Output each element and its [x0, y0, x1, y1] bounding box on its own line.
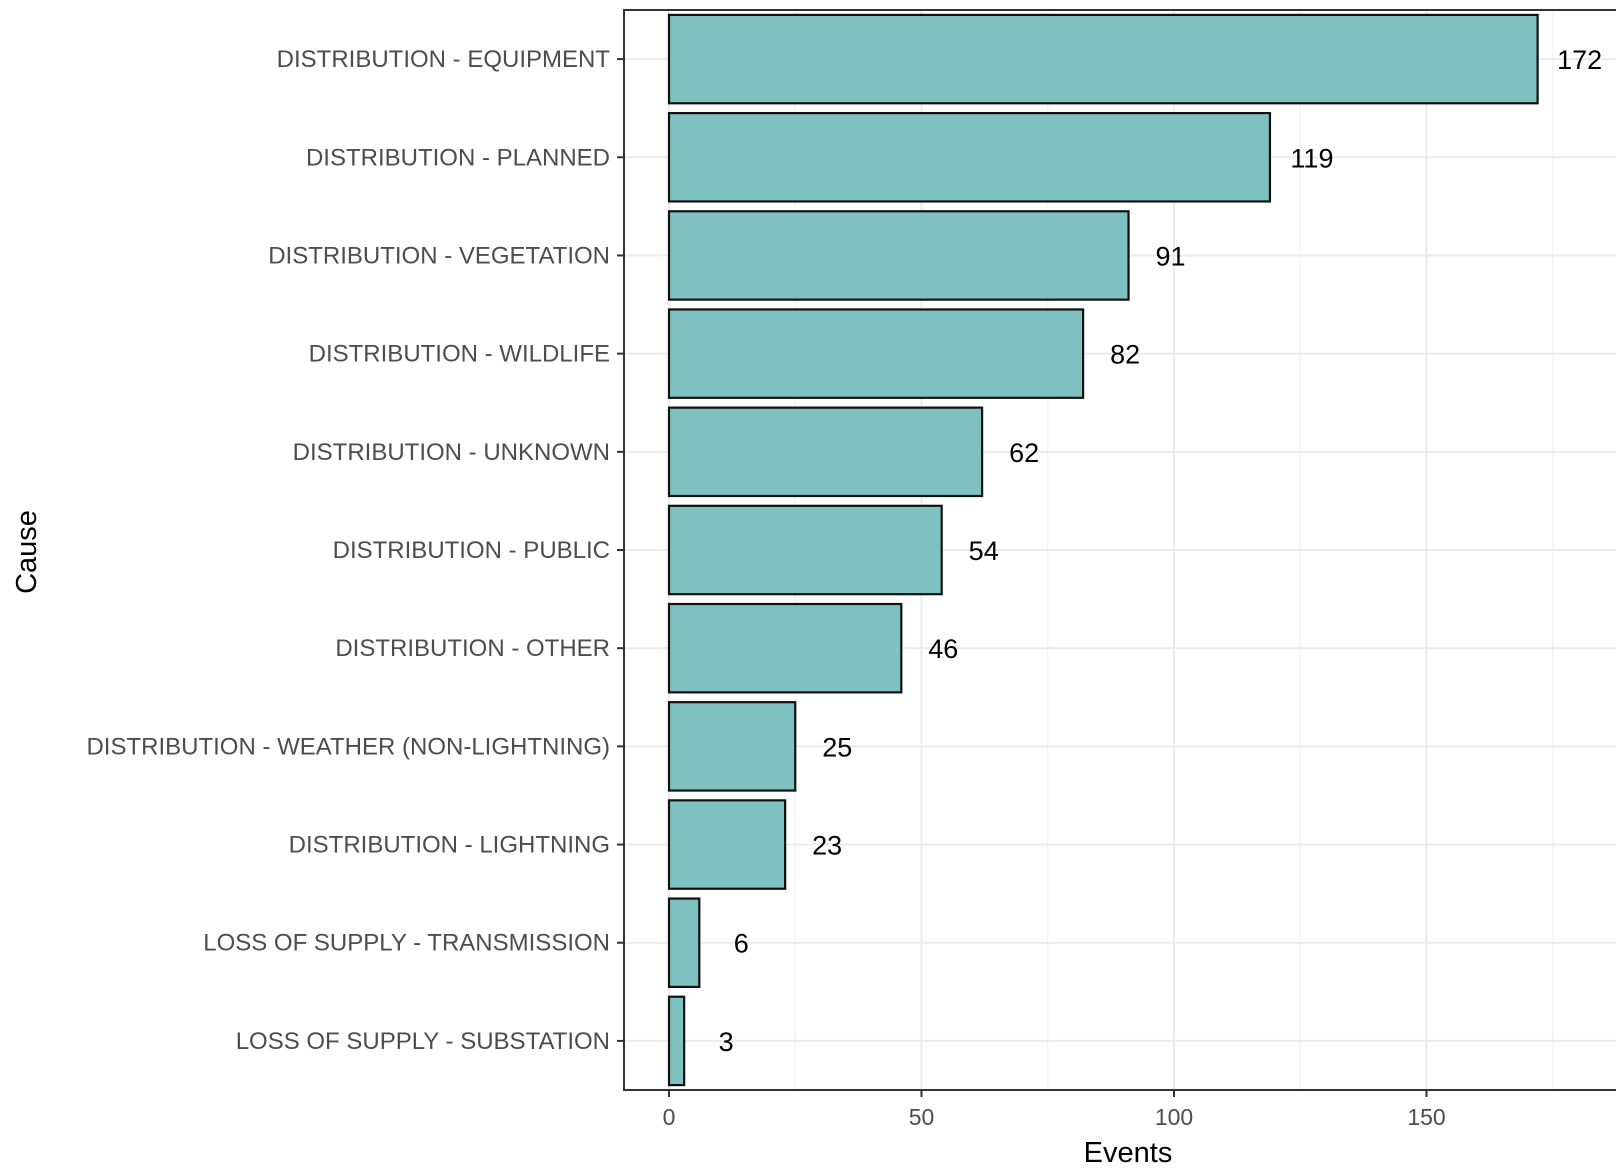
value-label: 6 — [734, 929, 749, 959]
category-tick-label: DISTRIBUTION - WEATHER (NON-LIGHTNING) — [86, 733, 610, 760]
value-label: 25 — [822, 732, 852, 762]
panel-border — [623, 9, 1616, 1091]
value-label: 3 — [719, 1027, 734, 1057]
bar — [667, 406, 984, 498]
category-tick-label: DISTRIBUTION - PLANNED — [306, 144, 610, 171]
bar — [667, 897, 701, 989]
bar — [667, 504, 943, 596]
value-label: 62 — [1009, 438, 1039, 468]
x-tick-label: 0 — [663, 1104, 676, 1130]
bar — [667, 995, 686, 1087]
value-label: 46 — [928, 634, 958, 664]
category-tick-label: DISTRIBUTION - EQUIPMENT — [277, 46, 611, 73]
x-tick-label: 150 — [1407, 1104, 1445, 1130]
category-tick-label: DISTRIBUTION - OTHER — [335, 635, 610, 662]
bar-layer — [667, 13, 1539, 1087]
value-label: 119 — [1290, 143, 1333, 173]
category-tick-label: DISTRIBUTION - PUBLIC — [333, 537, 610, 564]
x-tick-label: 50 — [909, 1104, 935, 1130]
category-tick-label: DISTRIBUTION - LIGHTNING — [289, 832, 610, 859]
value-label-layer: 172 119 91 82 62 54 46 25 23 6 3 — [719, 45, 1602, 1057]
category-tick-label: LOSS OF SUPPLY - SUBSTATION — [236, 1028, 610, 1055]
bar — [667, 13, 1539, 105]
category-tick-label: DISTRIBUTION - WILDLIFE — [309, 341, 610, 368]
category-tick-label: LOSS OF SUPPLY - TRANSMISSION — [203, 930, 610, 957]
bar — [667, 308, 1085, 399]
category-tick-label: DISTRIBUTION - UNKNOWN — [293, 439, 610, 466]
bar — [667, 210, 1130, 301]
value-label: 82 — [1110, 340, 1140, 370]
value-label: 54 — [969, 536, 999, 566]
category-tick-label: DISTRIBUTION - VEGETATION — [268, 242, 610, 269]
y-axis-title: Cause — [11, 510, 43, 594]
bar — [667, 701, 797, 792]
value-label: 91 — [1156, 241, 1186, 271]
x-axis-title: Events — [1084, 1137, 1173, 1168]
x-tick-label: 100 — [1155, 1104, 1193, 1130]
value-label: 172 — [1557, 45, 1602, 75]
bar — [667, 602, 903, 694]
bar — [667, 799, 787, 890]
axis-layer: DISTRIBUTION - EQUIPMENT DISTRIBUTION - P… — [86, 9, 1616, 1130]
bar — [667, 111, 1272, 203]
value-label: 23 — [812, 831, 842, 861]
